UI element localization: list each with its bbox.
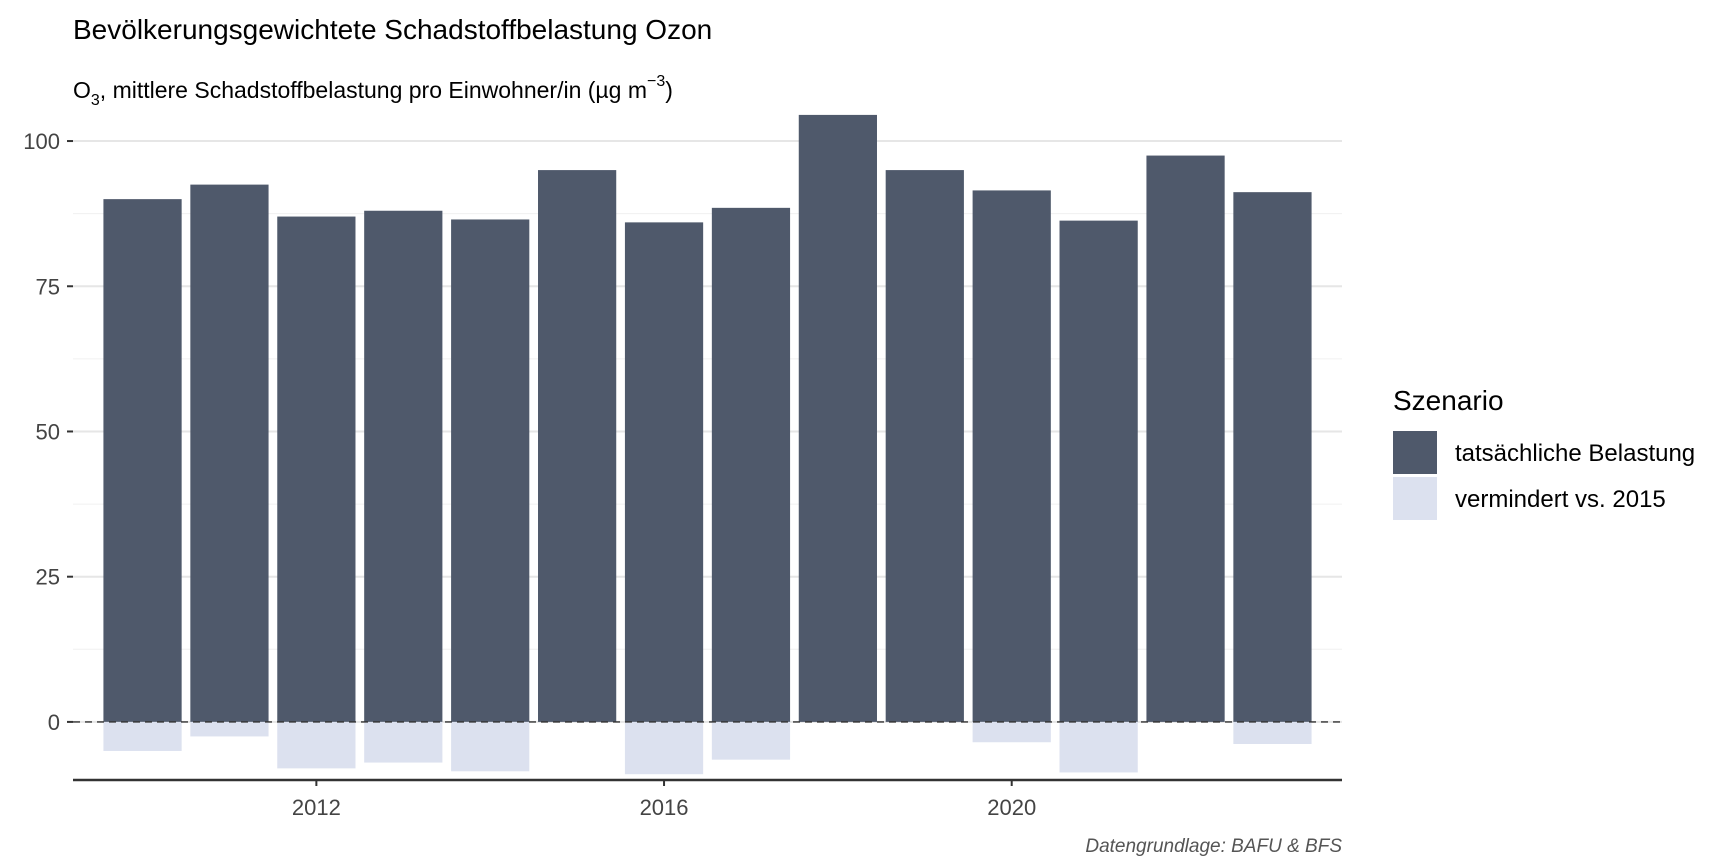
chart-subtitle: O3, mittlere Schadstoffbelastung pro Ein…	[73, 73, 673, 109]
bar-group	[103, 114, 1312, 775]
subtitle-prefix: O	[73, 77, 91, 103]
bar-reduced-2023	[1233, 721, 1312, 744]
bar-actual-2021	[1059, 220, 1138, 722]
chart-title: Bevölkerungsgewichtete Schadstoffbelastu…	[73, 14, 712, 45]
bar-actual-2014	[451, 219, 530, 722]
bar-actual-2022	[1146, 155, 1225, 722]
bar-reduced-2011	[190, 721, 269, 737]
bar-actual-2023	[1233, 192, 1312, 722]
axes: 0 25 50 75 100 2012 2016 2020	[23, 129, 1342, 820]
x-tick-label: 2020	[987, 795, 1036, 820]
y-tick-label: 25	[36, 565, 60, 590]
y-tick-label: 0	[48, 710, 60, 735]
bar-actual-2010	[103, 199, 182, 722]
legend-swatch	[1393, 477, 1437, 520]
chart-caption: Datengrundlage: BAFU & BFS	[1085, 836, 1342, 857]
bar-actual-2017	[711, 207, 791, 722]
bar-reduced-2010	[103, 721, 182, 751]
bar-actual-2012	[277, 216, 356, 722]
legend-title: Szenario	[1393, 385, 1504, 416]
x-tick-label: 2016	[640, 795, 689, 820]
legend-label: tatsächliche Belastung	[1455, 440, 1695, 467]
bar-actual-2019	[885, 170, 964, 722]
legend-swatch	[1393, 431, 1437, 474]
subtitle-suffix: )	[665, 77, 673, 103]
bar-reduced-2012	[277, 721, 356, 769]
subtitle-superscript: −3	[647, 73, 665, 90]
bar-actual-2018	[798, 114, 877, 722]
bar-reduced-2016	[624, 721, 704, 775]
legend-label: vermindert vs. 2015	[1455, 486, 1666, 513]
bar-reduced-2014	[451, 721, 530, 772]
bar-reduced-2013	[364, 721, 443, 763]
x-tick-label: 2012	[292, 795, 341, 820]
y-tick-label: 50	[36, 419, 60, 444]
subtitle-text: , mittlere Schadstoffbelastung pro Einwo…	[100, 77, 647, 103]
bar-reduced-2021	[1059, 721, 1138, 773]
bar-actual-2013	[364, 210, 443, 722]
bar-actual-2011	[190, 184, 269, 722]
bar-actual-2015	[538, 170, 617, 722]
y-tick-label: 75	[36, 274, 60, 299]
subtitle-subscript: 3	[91, 92, 100, 109]
bar-reduced-2017	[711, 721, 791, 760]
bar-reduced-2020	[972, 721, 1051, 743]
y-tick-label: 100	[23, 129, 60, 154]
legend: Szenario tatsächliche Belastung vermindert…	[1393, 385, 1695, 520]
bar-actual-2020	[972, 190, 1051, 722]
bar-actual-2016	[624, 222, 704, 722]
